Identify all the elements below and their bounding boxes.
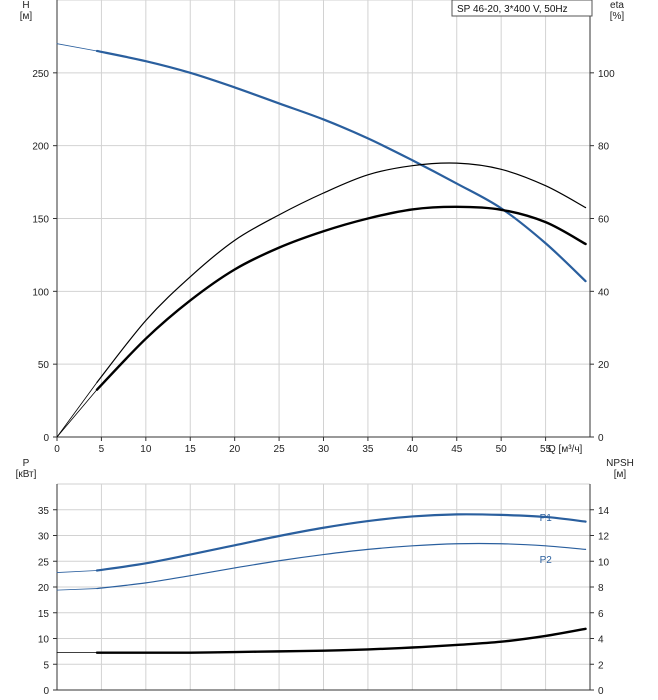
upper-left-tick-250: 250 xyxy=(32,69,49,80)
x-tick-40: 40 xyxy=(407,444,419,455)
upper-right-tick-60: 60 xyxy=(598,215,610,226)
lower-left-tick-10: 10 xyxy=(38,635,50,646)
upper-right-tick-100: 100 xyxy=(598,69,615,80)
x-tick-10: 10 xyxy=(140,444,152,455)
efficiency-axis-label: eta [%] xyxy=(610,0,625,22)
x-tick-55: 55 xyxy=(540,444,552,455)
upper-right-tick-40: 40 xyxy=(598,287,610,298)
power-npsh-panel: P1 P2 0 5 10 15 20 25 30 35 0 2 4 6 8 10 12 14 P [кВт] NP… xyxy=(16,458,634,697)
lower-left-tick-0: 0 xyxy=(43,686,49,697)
lower-left-tick-25: 25 xyxy=(38,557,50,568)
P1-curve xyxy=(95,513,587,572)
legend-box: SP 46-20, 3*400 V, 50Hz xyxy=(451,0,593,17)
upper-tick-labels: 0 50 100 150 200 250 0 20 40 60 80 100 0 5 10 15 20 25 30 3… xyxy=(32,69,615,455)
upper-right-tick-80: 80 xyxy=(598,142,610,153)
lower-left-tick-35: 35 xyxy=(38,506,50,517)
eta-thin-extension-line xyxy=(56,381,98,438)
head-efficiency-panel: 0 50 100 150 200 250 0 20 40 60 80 100 0 5 10 15 20 25 30 3… xyxy=(20,0,625,455)
P1-extension-line xyxy=(56,570,98,573)
x-tick-0: 0 xyxy=(54,444,60,455)
npsh-axis-label: NPSH [м] xyxy=(606,458,634,480)
eta-thick-curve xyxy=(95,205,587,391)
P2-curve xyxy=(96,542,587,590)
lower-right-tick-0: 0 xyxy=(598,686,604,697)
head-axis-label: H [м] xyxy=(20,0,33,22)
x-tick-50: 50 xyxy=(496,444,508,455)
lower-right-tick-6: 6 xyxy=(598,609,604,620)
upper-left-tick-0: 0 xyxy=(43,433,49,444)
upper-left-tick-150: 150 xyxy=(32,215,49,226)
lower-right-tick-2: 2 xyxy=(598,660,604,671)
head-curve xyxy=(95,49,587,283)
legend-title: SP 46-20, 3*400 V, 50Hz xyxy=(457,4,568,15)
x-tick-15: 15 xyxy=(185,444,197,455)
upper-series xyxy=(56,43,587,438)
lower-left-tick-30: 30 xyxy=(38,532,50,543)
lower-series: P1 P2 xyxy=(56,513,587,654)
upper-right-tick-0: 0 xyxy=(598,433,604,444)
P2-extension-line xyxy=(56,588,98,591)
series-label-p2: P2 xyxy=(540,555,553,566)
legend-frame xyxy=(451,0,593,17)
eta-thick-extension-line xyxy=(56,389,98,438)
lower-left-tick-20: 20 xyxy=(38,583,50,594)
x-tick-35: 35 xyxy=(362,444,374,455)
upper-right-tick-20: 20 xyxy=(598,360,610,371)
upper-left-tick-100: 100 xyxy=(32,287,49,298)
flow-axis-label: Q [м³/ч] xyxy=(548,444,583,455)
x-tick-30: 30 xyxy=(318,444,330,455)
lower-left-tick-5: 5 xyxy=(43,660,49,671)
upper-left-tick-50: 50 xyxy=(38,360,50,371)
upper-left-tick-200: 200 xyxy=(32,142,49,153)
series-label-p1: P1 xyxy=(540,513,553,524)
x-tick-25: 25 xyxy=(274,444,286,455)
lower-left-tick-15: 15 xyxy=(38,609,50,620)
lower-right-tick-14: 14 xyxy=(598,506,610,517)
x-tick-5: 5 xyxy=(99,444,105,455)
x-tick-20: 20 xyxy=(229,444,241,455)
power-axis-label: P [кВт] xyxy=(16,458,37,480)
eta-thin-curve xyxy=(96,162,587,383)
upper-grid xyxy=(57,0,591,437)
lower-right-tick-8: 8 xyxy=(598,583,604,594)
lower-right-tick-12: 12 xyxy=(598,532,610,543)
lower-right-tick-4: 4 xyxy=(598,635,604,646)
x-tick-45: 45 xyxy=(451,444,463,455)
lower-right-tick-10: 10 xyxy=(598,557,610,568)
NPSH-curve xyxy=(95,627,587,654)
head-extension-line xyxy=(56,43,98,52)
lower-grid xyxy=(57,483,591,690)
lower-tick-labels: 0 5 10 15 20 25 30 35 0 2 4 6 8 10 12 14 xyxy=(38,506,610,697)
